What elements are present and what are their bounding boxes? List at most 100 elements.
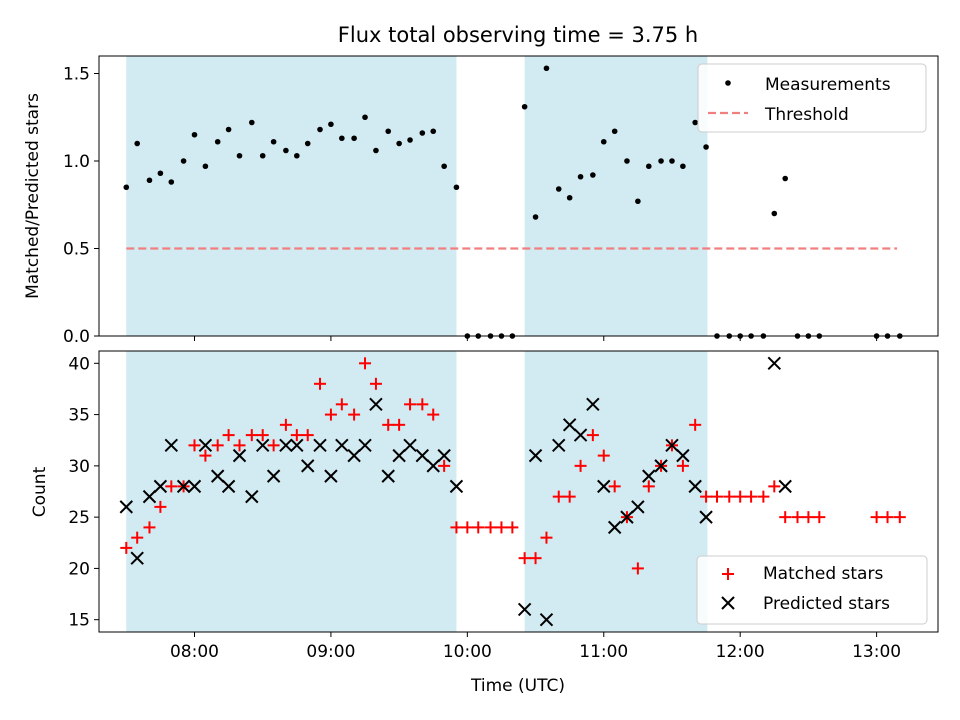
bottom-y-tick-label: 35 (68, 406, 90, 426)
measurement-point (396, 140, 402, 147)
matched-star-point (631, 562, 644, 575)
matched-star-point (586, 429, 599, 442)
top-y-tick-label: 1.0 (63, 152, 90, 172)
top-y-axis-label: Matched/Predicted stars (23, 93, 43, 299)
matched-star-point (416, 398, 429, 411)
predicted-star-point (620, 510, 634, 524)
measurement-point (146, 177, 153, 184)
matched-star-point (324, 408, 337, 421)
predicted-star-point (415, 448, 430, 463)
measurement-point (624, 158, 630, 164)
predicted-star-point (528, 448, 543, 463)
measurement-point (555, 186, 562, 192)
predicted-star-point (573, 428, 588, 442)
measurement-point (453, 184, 460, 191)
bottom-y-axis-label: Count (30, 466, 50, 517)
bottom-panel: 15 20 25 30 35 40 08:00 09:00 10:00 11:00 12:00 13… (30, 350, 939, 696)
predicted-star-point (403, 438, 417, 453)
predicted-star-point (369, 397, 383, 412)
predicted-star-point (301, 459, 315, 473)
matched-star-point (290, 429, 303, 442)
predicted-star-point (392, 448, 406, 463)
predicted-star-point (676, 448, 690, 463)
legend-threshold-label: Threshold (764, 105, 849, 125)
predicted-star-point (665, 438, 679, 453)
measurement-point (362, 114, 368, 121)
predicted-star-point (119, 500, 133, 514)
matched-star-point (165, 480, 178, 493)
predicted-star-point (586, 397, 600, 412)
top-legend: Measurements Threshold (697, 63, 927, 133)
figure-title: Flux total observing time = 3.75 h (338, 23, 698, 47)
legend-matched-marker (722, 568, 734, 580)
measurement-point (373, 147, 379, 154)
matched-star-point (710, 490, 723, 503)
predicted-star-point (778, 479, 792, 494)
matched-star-point (689, 418, 702, 431)
predicted-star-point (381, 469, 395, 483)
predicted-star-point (597, 479, 611, 494)
predicted-star-point (642, 469, 656, 483)
matched-star-point (597, 449, 610, 462)
matched-star-point (211, 439, 224, 452)
predicted-star-point (153, 479, 168, 494)
predicted-star-point (654, 459, 668, 473)
top-y-tick-label: 0.0 (63, 327, 90, 347)
predicted-star-point (539, 612, 554, 627)
legend-measurements-label: Measurements (765, 75, 891, 95)
predicted-star-point (313, 438, 327, 453)
matched-star-point (267, 439, 280, 452)
matched-star-point (881, 511, 894, 524)
predicted-star-points (119, 356, 792, 627)
matched-star-point (427, 408, 440, 421)
matched-star-point (120, 541, 133, 554)
matched-star-point (348, 408, 361, 421)
measurement-point (566, 194, 573, 201)
legend-measurements-marker (725, 80, 731, 86)
matched-star-point (574, 459, 587, 472)
bottom-x-tick-label: 13:00 (852, 642, 901, 662)
predicted-star-point (324, 469, 338, 483)
matched-star-point (188, 439, 201, 452)
predicted-star-point (426, 459, 440, 473)
bottom-x-tick-label: 12:00 (716, 642, 765, 662)
matched-star-point (143, 521, 156, 534)
predicted-star-point (552, 438, 566, 453)
matched-star-point (222, 429, 235, 442)
bottom-x-ticks: 08:00 09:00 10:00 11:00 12:00 13:00 (170, 632, 901, 662)
matched-star-point (199, 449, 212, 462)
measurement-point (692, 119, 698, 126)
measurement-point (339, 135, 345, 142)
bottom-y-tick-label: 20 (68, 559, 90, 579)
matched-star-point (723, 490, 736, 503)
matched-star-point (745, 490, 758, 503)
measurement-point (214, 138, 221, 145)
measurement-point (419, 130, 426, 136)
predicted-star-point (245, 489, 259, 504)
measurement-point (157, 170, 164, 177)
bottom-shaded-intervals (126, 351, 708, 632)
matched-star-point (813, 511, 826, 524)
matched-star-point (369, 377, 382, 390)
measurement-point (328, 121, 334, 128)
measurement-point (259, 152, 266, 159)
measurement-points (123, 65, 903, 339)
measurement-point (407, 137, 413, 143)
matched-star-point (529, 552, 542, 565)
measurement-point (180, 158, 187, 164)
matched-star-point (700, 490, 713, 503)
predicted-star-point (221, 479, 236, 494)
predicted-star-point (256, 438, 270, 453)
predicted-star-point (699, 510, 713, 524)
predicted-star-point (688, 479, 702, 494)
matched-star-point (642, 480, 655, 493)
measurement-point (317, 126, 323, 133)
predicted-star-point (631, 500, 645, 514)
matched-star-point (438, 459, 451, 472)
matched-star-point (791, 511, 804, 524)
measurement-point (680, 163, 686, 170)
measurement-point (168, 179, 175, 185)
matched-star-point (563, 490, 576, 503)
measurement-point (703, 144, 709, 150)
matched-star-point (450, 521, 463, 534)
